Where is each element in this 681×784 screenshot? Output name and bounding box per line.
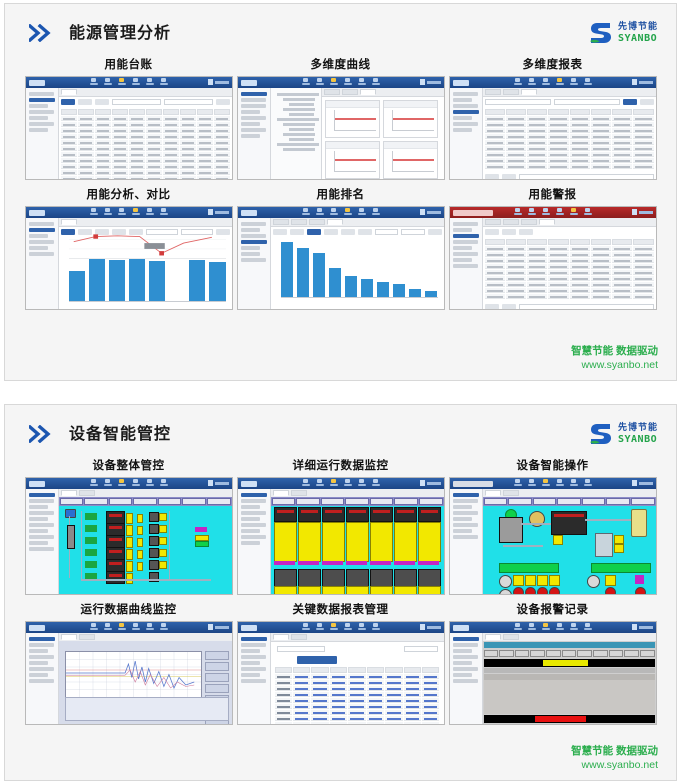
trend-control-panel[interactable] [64, 697, 229, 721]
screenshot-energy-ranking[interactable] [236, 206, 445, 310]
thumb-cell[interactable]: 多维度曲线 [236, 56, 445, 180]
footer-tagline: 智慧节能 数据驱动 [571, 744, 658, 757]
thumb-cell[interactable]: 用能分析、对比 [24, 186, 233, 310]
screenshot-energy-alarm[interactable] [448, 206, 657, 310]
screenshot-energy-ledger[interactable] [24, 76, 233, 180]
footer-website[interactable]: www.syanbo.net [581, 358, 658, 371]
thumb-caption: 设备智能操作 [516, 460, 589, 472]
screenshot-multi-dim-report[interactable] [448, 76, 657, 180]
thumbnail-grid: 用能台账 [5, 56, 676, 316]
thumb-caption: 用能警报 [528, 189, 577, 201]
thumb-cell[interactable]: 多维度报表 [448, 56, 657, 180]
thumb-cell[interactable]: 用能台账 [24, 56, 233, 180]
logo-english-name: SYANBO [617, 32, 658, 44]
thumb-cell[interactable]: 用能排名 [236, 186, 445, 310]
analysis-line-chart [68, 230, 226, 259]
thumb-caption: 关键数据报表管理 [292, 604, 389, 616]
thumb-cell[interactable]: 运行数据曲线监控 [24, 601, 233, 725]
thumb-cell[interactable]: 设备整体管控 [24, 457, 233, 595]
footer-tagline: 智慧节能 数据驱动 [571, 344, 658, 357]
thumb-cell[interactable]: 关键数据报表管理 [236, 601, 445, 725]
thumb-caption: 用能台账 [104, 59, 153, 71]
screenshot-runtime-curve-monitor[interactable] [24, 621, 233, 725]
thumb-caption: 用能排名 [316, 189, 365, 201]
thumb-caption: 设备报警记录 [516, 604, 589, 616]
screenshot-equipment-smart-operation[interactable] [448, 477, 657, 595]
slide-title: 能源管理分析 [69, 25, 172, 42]
slide-equipment-control: 设备智能管控 先博节能 SYANBO 设备整体管控 [4, 404, 677, 781]
thumb-caption: 详细运行数据监控 [292, 460, 389, 472]
ranking-bar-chart [280, 241, 438, 297]
logo-english-name: SYANBO [617, 433, 658, 445]
analysis-bar-chart [68, 253, 226, 301]
thumbnail-row: 用能分析、对比 [5, 186, 676, 310]
slide-header: 设备智能管控 先博节能 SYANBO [5, 405, 676, 457]
double-chevron-right-icon [29, 24, 55, 42]
slide-energy-management: 能源管理分析 先博节能 SYANBO 用能台账 [4, 3, 677, 381]
trend-plot [64, 651, 202, 698]
screenshot-multi-dim-curves[interactable] [236, 76, 445, 180]
slide-footer: 智慧节能 数据驱动 www.syanbo.net [571, 744, 658, 772]
thumb-cell[interactable]: 设备报警记录 [448, 601, 657, 725]
syanbo-s-leaf-logo-icon [588, 421, 614, 447]
scada-mimic-overview[interactable] [58, 497, 232, 594]
thumb-caption: 用能分析、对比 [86, 189, 171, 201]
trend-side-buttons[interactable] [204, 651, 229, 724]
syanbo-s-leaf-logo-icon [588, 20, 614, 46]
scada-equipment-grid[interactable] [270, 497, 444, 594]
trend-chart-screen[interactable] [58, 641, 232, 724]
thumbnail-row: 运行数据曲线监控 [5, 601, 676, 725]
thumb-caption: 多维度曲线 [310, 59, 371, 71]
screenshot-equipment-overview[interactable] [24, 477, 233, 595]
thumb-cell[interactable]: 详细运行数据监控 [236, 457, 445, 595]
screenshot-energy-analysis-compare[interactable] [24, 206, 233, 310]
screenshot-detailed-data-monitor[interactable] [236, 477, 445, 595]
alarm-record-screen[interactable] [482, 641, 656, 724]
thumb-caption: 多维度报表 [522, 59, 583, 71]
brand-logo: 先博节能 SYANBO [588, 419, 658, 449]
thumb-cell[interactable]: 用能警报 [448, 186, 657, 310]
screenshot-equipment-alarm-record[interactable] [448, 621, 657, 725]
thumbnail-grid: 设备整体管控 [5, 457, 676, 731]
brand-logo: 先博节能 SYANBO [588, 18, 658, 48]
thumbnail-row: 设备整体管控 [5, 457, 676, 595]
double-chevron-right-icon [29, 425, 55, 443]
logo-chinese-name: 先博节能 [617, 422, 658, 433]
footer-website[interactable]: www.syanbo.net [581, 758, 658, 771]
slide-title: 设备智能管控 [69, 426, 172, 443]
scada-process-diagram[interactable] [482, 497, 656, 594]
slide-footer: 智慧节能 数据驱动 www.syanbo.net [571, 344, 658, 372]
thumb-caption: 运行数据曲线监控 [80, 604, 177, 616]
screenshot-key-data-report[interactable] [236, 621, 445, 725]
logo-chinese-name: 先博节能 [617, 21, 658, 32]
thumb-cell[interactable]: 设备智能操作 [448, 457, 657, 595]
thumbnail-row: 用能台账 [5, 56, 676, 180]
thumb-caption: 设备整体管控 [92, 460, 165, 472]
slide-header: 能源管理分析 先博节能 SYANBO [5, 4, 676, 56]
